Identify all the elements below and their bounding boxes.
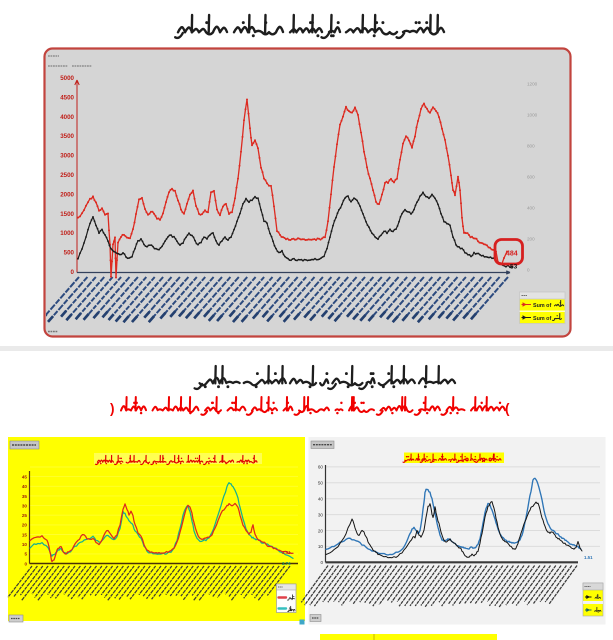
svg-text:15: 15 [22,532,28,537]
svg-text:40: 40 [318,497,324,502]
svg-text:500: 500 [64,250,75,257]
svg-text:20: 20 [22,523,28,528]
svg-text:2.74: 2.74 [282,561,291,566]
svg-text:0: 0 [320,560,323,565]
svg-text:20: 20 [318,528,324,533]
svg-text:5000: 5000 [60,75,74,82]
svg-text:400: 400 [527,206,535,211]
svg-text:53: 53 [510,264,518,271]
svg-text:45: 45 [22,474,28,479]
svg-text:): ) [110,401,115,416]
svg-text:Sum of: Sum of [533,303,551,309]
svg-text:1000: 1000 [527,113,538,118]
svg-text:40: 40 [22,484,28,489]
svg-text:1500: 1500 [60,211,74,218]
svg-text:25: 25 [22,513,28,518]
svg-text:484: 484 [506,251,518,258]
svg-text:3500: 3500 [60,133,74,140]
svg-text:600: 600 [527,175,535,180]
svg-text:10: 10 [318,544,324,549]
svg-text:1200: 1200 [527,82,538,87]
svg-text:35: 35 [22,494,28,499]
svg-text:3000: 3000 [60,153,74,160]
svg-text:2000: 2000 [60,191,74,198]
svg-text:50: 50 [318,481,324,486]
svg-text:1.51: 1.51 [584,555,593,560]
svg-text:1000: 1000 [60,230,74,237]
svg-text:(: ( [505,401,510,416]
svg-text:3.51: 3.51 [282,550,291,555]
svg-text:200: 200 [527,237,535,242]
svg-text:4500: 4500 [60,94,74,101]
svg-text:0: 0 [71,269,75,276]
svg-text:0: 0 [24,561,27,566]
svg-text:5: 5 [24,552,27,557]
svg-text:2500: 2500 [60,172,74,179]
svg-text:30: 30 [318,512,324,517]
svg-text:10: 10 [22,542,28,547]
svg-text:30: 30 [22,503,28,508]
svg-text:Sum of: Sum of [533,316,551,322]
svg-text:4000: 4000 [60,114,74,121]
svg-text:800: 800 [527,144,535,149]
svg-text:60: 60 [318,465,324,470]
svg-text:0: 0 [527,268,530,273]
